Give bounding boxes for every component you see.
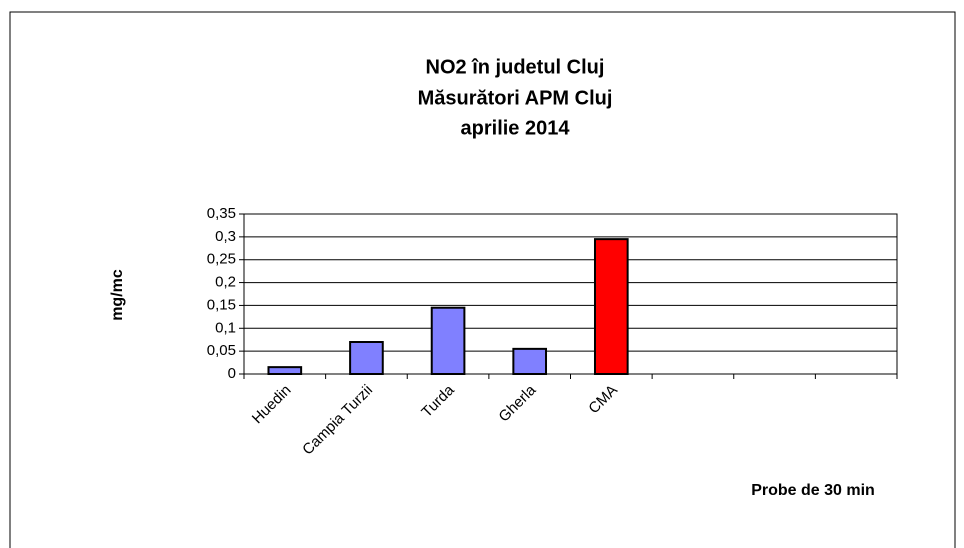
y-axis-label: mg/mc <box>109 269 126 321</box>
x-tick-label: Gherla <box>495 381 539 425</box>
y-tick-label: 0 <box>228 365 236 382</box>
y-tick-label: 0,25 <box>207 251 236 268</box>
y-tick-label: 0,35 <box>207 205 236 222</box>
y-tick-label: 0,1 <box>215 319 236 336</box>
y-tick-label: 0,3 <box>215 228 236 245</box>
y-tick-label: 0,15 <box>207 296 236 313</box>
x-tick-label: Huedin <box>249 382 295 428</box>
bar <box>593 238 629 375</box>
bar <box>349 341 384 375</box>
bar <box>267 366 303 375</box>
chart-title: aprilie 2014 <box>461 117 571 139</box>
x-tick-label: Campia Turzii <box>299 382 376 459</box>
chart-title: NO2 în judetul Cluj <box>426 56 605 78</box>
y-tick-label: 0,2 <box>215 274 236 291</box>
bar <box>512 347 548 376</box>
chart-title: Măsurători APM Cluj <box>418 87 613 109</box>
y-tick-label: 0,05 <box>207 342 236 359</box>
x-axis-label: Probe de 30 min <box>751 482 875 499</box>
chart-frame <box>9 11 956 548</box>
plot-area <box>243 213 898 375</box>
x-tick-label: CMA <box>585 382 621 418</box>
bar <box>430 306 466 376</box>
x-tick-label: Turda <box>418 381 458 421</box>
